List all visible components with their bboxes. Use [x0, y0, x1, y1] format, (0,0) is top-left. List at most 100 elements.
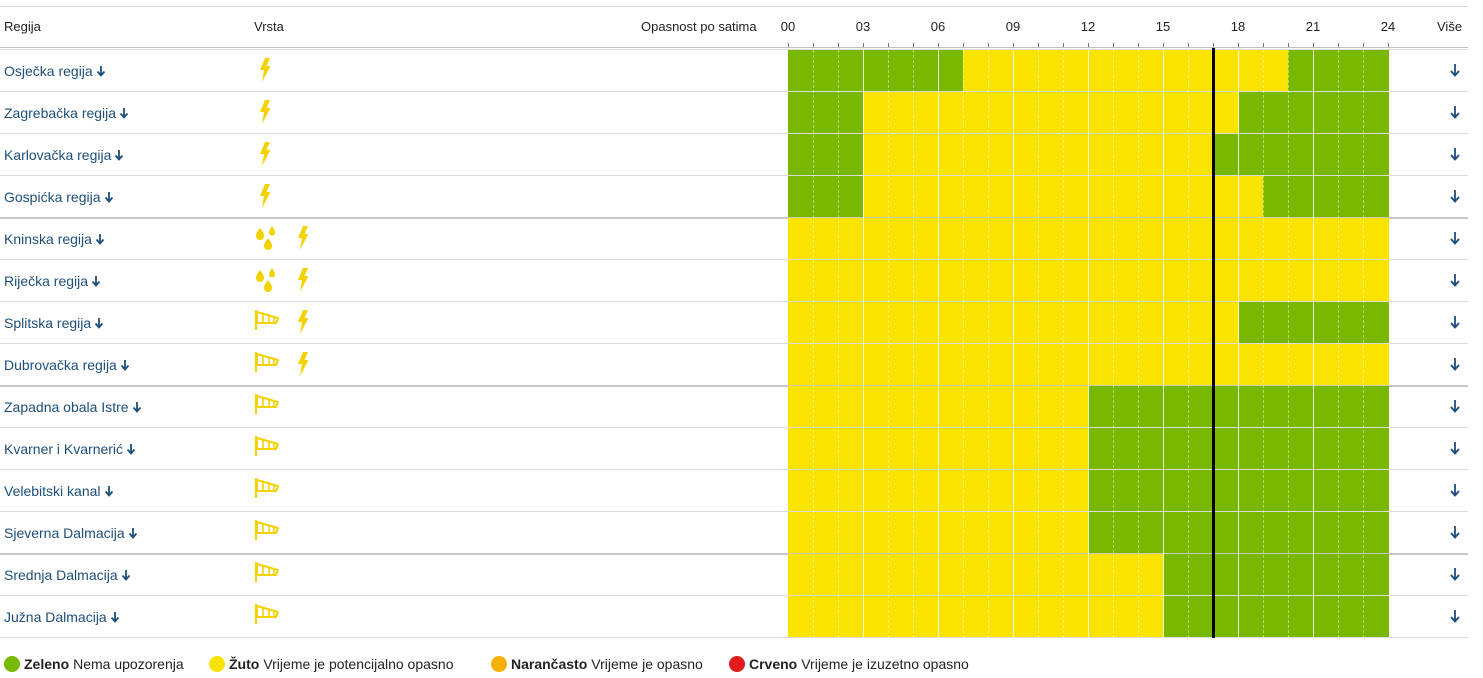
region-name: Zagrebačka regija [4, 105, 117, 121]
hour-cell [988, 470, 1014, 511]
expand-arrow-icon[interactable] [1449, 609, 1461, 626]
region-link[interactable]: Gospićka regija [4, 189, 114, 205]
hour-cell [1188, 344, 1214, 385]
hour-cell [1238, 50, 1264, 91]
hour-cell [788, 218, 814, 259]
hour-cell [1063, 470, 1089, 511]
hour-cell [1188, 176, 1214, 217]
hour-cell [863, 302, 889, 343]
hour-cell [813, 428, 839, 469]
hourly-danger-bar [788, 176, 1389, 217]
hour-tick [1063, 43, 1064, 47]
hour-cell [1013, 386, 1039, 427]
hour-cell [1238, 302, 1264, 343]
hour-cell [1113, 218, 1139, 259]
expand-arrow-icon[interactable] [1449, 315, 1461, 332]
hour-tick [1088, 43, 1089, 47]
hour-cell [1113, 512, 1139, 553]
expand-arrow-icon[interactable] [1449, 399, 1461, 416]
hour-cell [1138, 428, 1164, 469]
region-link[interactable]: Dubrovačka regija [4, 357, 130, 373]
region-link[interactable]: Karlovačka regija [4, 147, 124, 163]
hour-cell [1188, 596, 1214, 637]
hour-cell [1038, 302, 1064, 343]
hour-cell [1213, 386, 1239, 427]
hour-cell [1313, 470, 1339, 511]
hour-cell [1263, 596, 1289, 637]
expand-arrow-icon[interactable] [1449, 357, 1461, 374]
expand-arrow-icon[interactable] [1449, 147, 1461, 164]
hour-cell [1288, 50, 1314, 91]
region-link[interactable]: Južna Dalmacija [4, 609, 120, 625]
hour-cell [1213, 50, 1239, 91]
rain-icon [254, 225, 278, 256]
hour-cell [788, 596, 814, 637]
region-link[interactable]: Zapadna obala Istre [4, 399, 142, 415]
hour-cell [838, 386, 864, 427]
hour-cell [1038, 512, 1064, 553]
hour-cell [1063, 302, 1089, 343]
hour-cell [1313, 302, 1339, 343]
region-link[interactable]: Osječka regija [4, 63, 106, 79]
table-row: Zagrebačka regija [0, 92, 1468, 134]
hour-cell [1313, 512, 1339, 553]
hour-cell [988, 554, 1014, 595]
region-link[interactable]: Kvarner i Kvarnerić [4, 441, 136, 457]
hour-cell [1313, 260, 1339, 301]
hour-cell [963, 92, 989, 133]
region-link[interactable]: Srednja Dalmacija [4, 567, 131, 583]
expand-arrow-icon[interactable] [1449, 105, 1461, 122]
hour-cell [1163, 428, 1189, 469]
region-link[interactable]: Kninska regija [4, 231, 105, 247]
hour-cell [1088, 218, 1114, 259]
expand-arrow-icon[interactable] [1449, 525, 1461, 542]
hour-cell [1063, 596, 1089, 637]
expand-arrow-icon[interactable] [1449, 567, 1461, 584]
hour-cell [1213, 554, 1239, 595]
hour-cell [1063, 428, 1089, 469]
hour-cell [913, 470, 939, 511]
hour-cell [1288, 218, 1314, 259]
legend-description: Vrijeme je opasno [591, 656, 703, 672]
hour-cell [1163, 512, 1189, 553]
hour-cell [888, 176, 914, 217]
arrow-down-icon [104, 483, 114, 499]
hour-label: 24 [1380, 19, 1396, 34]
hour-cell [1013, 554, 1039, 595]
hour-cell [1038, 386, 1064, 427]
arrow-down-icon [91, 273, 101, 289]
expand-arrow-icon[interactable] [1449, 189, 1461, 206]
hour-cell [1363, 134, 1389, 175]
hour-cell [1363, 554, 1389, 595]
hour-tick [1188, 43, 1189, 47]
expand-arrow-icon[interactable] [1449, 483, 1461, 500]
arrow-down-icon [96, 63, 106, 79]
hour-cell [1363, 176, 1389, 217]
region-link[interactable]: Velebitski kanal [4, 483, 114, 499]
region-link[interactable]: Zagrebačka regija [4, 105, 129, 121]
hour-cell [1063, 344, 1089, 385]
region-link[interactable]: Sjeverna Dalmacija [4, 525, 138, 541]
hour-cell [913, 260, 939, 301]
expand-arrow-icon[interactable] [1449, 273, 1461, 290]
hour-cell [1188, 470, 1214, 511]
expand-arrow-icon[interactable] [1449, 231, 1461, 248]
hour-cell [1263, 92, 1289, 133]
hour-tick [813, 43, 814, 47]
hour-cell [1288, 344, 1314, 385]
hour-cell [1338, 302, 1364, 343]
arrow-down-icon [128, 525, 138, 541]
lightning-icon [258, 183, 272, 214]
hour-cell [913, 386, 939, 427]
hour-cell [1288, 260, 1314, 301]
legend-description: Vrijeme je potencijalno opasno [263, 656, 454, 672]
region-link[interactable]: Splitska regija [4, 315, 104, 331]
hour-cell [1013, 512, 1039, 553]
legend-label: Narančasto [511, 656, 588, 672]
table-row: Južna Dalmacija [0, 596, 1468, 638]
hour-cell [1363, 470, 1389, 511]
expand-arrow-icon[interactable] [1449, 441, 1461, 458]
region-link[interactable]: Riječka regija [4, 273, 101, 289]
hour-label: 15 [1155, 19, 1171, 34]
expand-arrow-icon[interactable] [1449, 63, 1461, 80]
